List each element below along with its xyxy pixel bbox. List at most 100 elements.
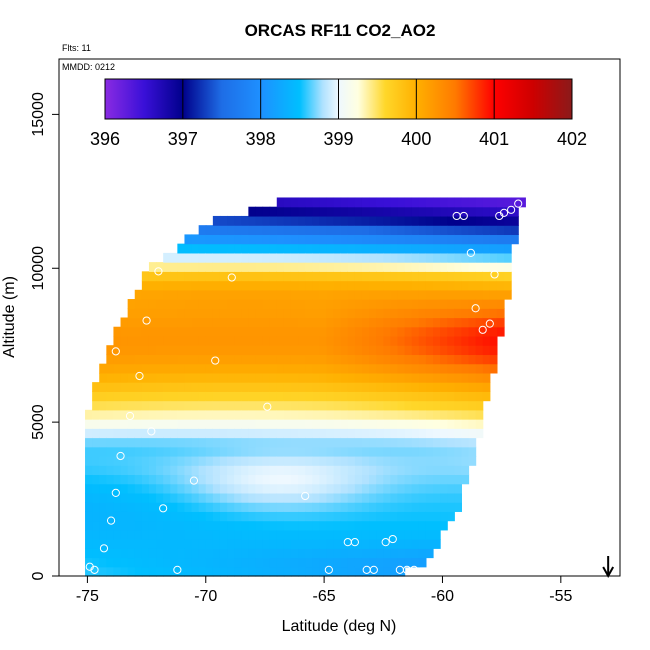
heatmap-cell <box>248 326 257 337</box>
heatmap-cell <box>347 409 356 420</box>
heatmap-cell <box>134 502 143 512</box>
heatmap-cell <box>248 262 257 272</box>
heatmap-cell <box>475 345 484 356</box>
heatmap-cell <box>141 354 150 365</box>
heatmap-cell <box>248 483 257 494</box>
date-annotation: MMDD: 0212 <box>62 62 115 72</box>
heatmap-cell <box>234 465 242 476</box>
heatmap-cell <box>390 372 399 383</box>
heatmap-cell <box>234 474 242 485</box>
heatmap-cell <box>227 474 235 485</box>
heatmap-cell <box>361 492 370 503</box>
heatmap-cell <box>177 557 186 568</box>
heatmap-cell <box>418 428 427 439</box>
heatmap-cell <box>212 382 221 392</box>
heatmap-cell <box>269 511 278 522</box>
heatmap-cell <box>298 382 306 392</box>
heatmap-cell <box>148 391 157 402</box>
heatmap-cell <box>269 548 278 559</box>
heatmap-cell <box>163 372 171 383</box>
heatmap-cell <box>447 206 455 217</box>
x-tick-label: -75 <box>76 588 99 605</box>
heatmap-cell <box>347 400 356 411</box>
heatmap-cell <box>127 419 136 429</box>
heatmap-cell <box>425 382 434 392</box>
heatmap-cell <box>290 234 299 245</box>
heatmap-cell <box>418 280 427 291</box>
heatmap-cell <box>298 520 306 531</box>
heatmap-cell <box>411 206 420 217</box>
heatmap-cell <box>148 529 157 540</box>
heatmap-cell <box>191 299 200 309</box>
heatmap-cell <box>468 372 477 383</box>
heatmap-cell <box>319 197 328 208</box>
heatmap-cell <box>383 372 391 383</box>
heatmap-cell <box>354 234 363 245</box>
heatmap-cell <box>283 419 292 429</box>
heatmap-cell <box>461 308 470 319</box>
heatmap-cell <box>305 520 313 531</box>
heatmap-cell <box>383 335 391 346</box>
heatmap-cell <box>134 382 143 392</box>
heatmap-cell <box>312 225 320 236</box>
heatmap-cell <box>433 289 441 300</box>
heatmap-cell <box>461 474 470 485</box>
heatmap-cell <box>454 289 462 300</box>
heatmap-cell <box>418 529 427 540</box>
heatmap-cell <box>262 391 271 402</box>
heatmap-cell <box>376 502 384 512</box>
heatmap-cell <box>298 308 306 319</box>
heatmap-cell <box>397 215 406 226</box>
heatmap-cell <box>262 455 271 466</box>
heatmap-cell <box>269 308 278 319</box>
heatmap-cell <box>354 529 363 540</box>
heatmap-cell <box>212 243 221 254</box>
heatmap-cell <box>461 215 470 226</box>
heatmap-cell <box>319 215 328 226</box>
heatmap-cell <box>333 345 342 356</box>
heatmap-cell <box>234 529 242 540</box>
heatmap-cell <box>312 455 320 466</box>
heatmap-cell <box>241 492 249 503</box>
heatmap-cell <box>326 428 335 439</box>
heatmap-cell <box>283 363 292 374</box>
heatmap-cell <box>198 455 207 466</box>
heatmap-cell <box>191 289 200 300</box>
heatmap-cell <box>227 335 235 346</box>
heatmap-cell <box>120 492 129 503</box>
heatmap-cell <box>319 335 328 346</box>
heatmap-cell <box>134 363 143 374</box>
heatmap-cell <box>234 215 242 226</box>
heatmap-cell <box>205 474 214 485</box>
heatmap-cell <box>184 446 193 457</box>
heatmap-cell <box>156 511 164 522</box>
heatmap-cell <box>290 354 299 365</box>
heatmap-cell <box>397 243 406 254</box>
heatmap-cell <box>241 335 249 346</box>
heatmap-cell <box>440 215 448 226</box>
heatmap-cell <box>127 502 136 512</box>
heatmap-cell <box>99 529 107 540</box>
heatmap-cell <box>127 465 136 476</box>
heatmap-cell <box>92 548 100 559</box>
heatmap-cell <box>383 225 391 236</box>
heatmap-cell <box>248 455 257 466</box>
heatmap-cell <box>127 455 136 466</box>
heatmap-cell <box>241 566 249 577</box>
heatmap-cell <box>134 520 143 531</box>
heatmap-cell <box>191 372 200 383</box>
heatmap-cell <box>177 308 186 319</box>
heatmap-cell <box>184 483 193 494</box>
heatmap-cell <box>475 262 484 272</box>
heatmap-cell <box>397 372 406 383</box>
heatmap-cell <box>340 492 349 503</box>
measurement-point <box>478 325 487 334</box>
heatmap-cell <box>347 289 356 300</box>
heatmap-cell <box>113 428 122 439</box>
heatmap-cell <box>227 409 235 420</box>
heatmap-cell <box>418 419 427 429</box>
heatmap-cell <box>376 492 384 503</box>
heatmap-cell <box>447 455 455 466</box>
heatmap-cell <box>461 280 470 291</box>
heatmap-cell <box>319 419 328 429</box>
